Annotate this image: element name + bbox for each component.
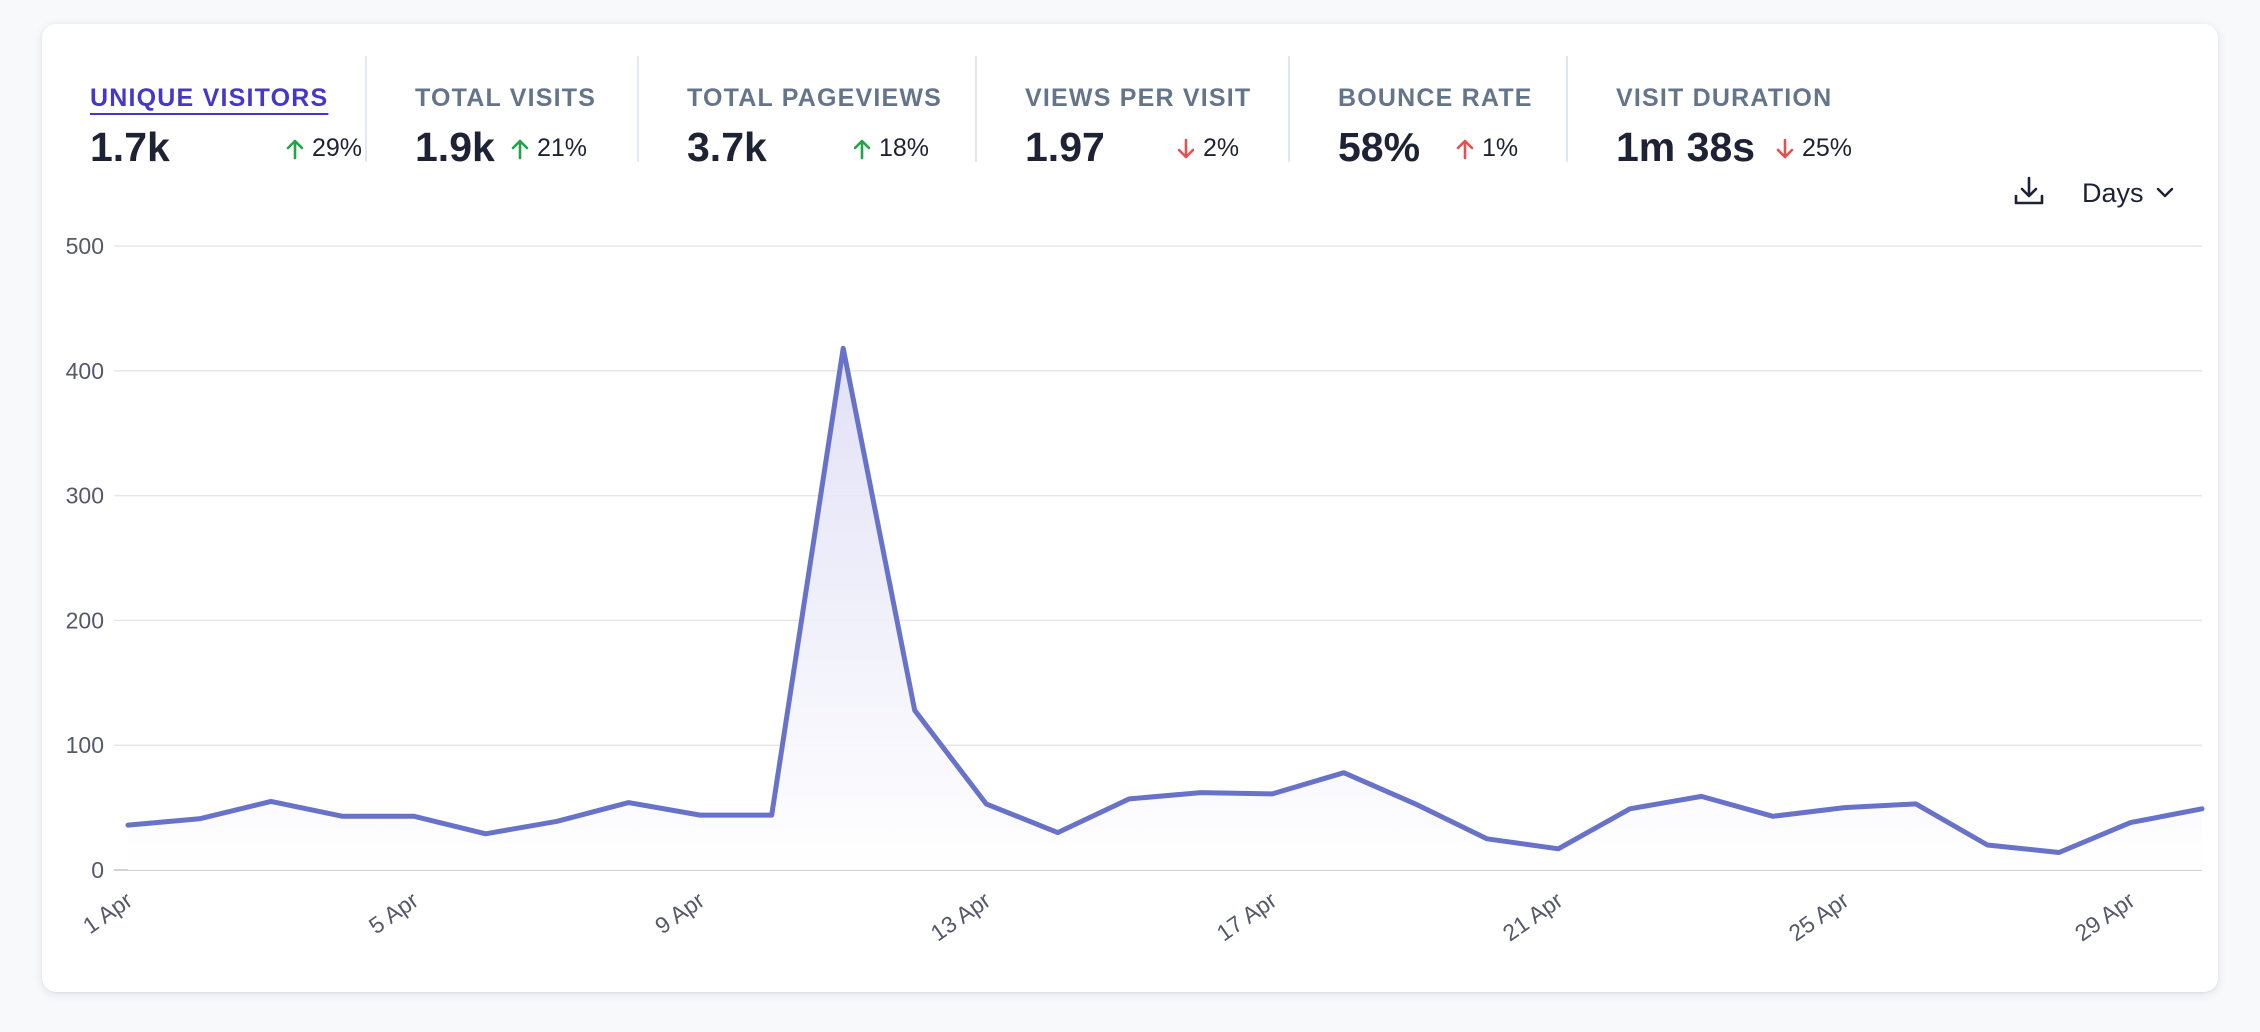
- visitors-chart-card: UNIQUE VISITORS 1.7k 29% TOTAL VISITS 1.…: [42, 24, 2218, 992]
- metric-total-visits[interactable]: TOTAL VISITS 1.9k 21%: [415, 54, 645, 170]
- data-point[interactable]: [1409, 798, 1421, 810]
- metric-label[interactable]: UNIQUE VISITORS: [90, 84, 329, 112]
- series-area: [128, 348, 2202, 870]
- interval-label: Days: [2082, 177, 2144, 208]
- data-point[interactable]: [909, 704, 921, 716]
- metric-total-pageviews[interactable]: TOTAL PAGEVIEWS 3.7k 18%: [687, 54, 947, 170]
- data-point[interactable]: [2124, 817, 2136, 829]
- series-line: [125, 345, 2205, 855]
- y-tick-label: 400: [66, 358, 104, 384]
- metric-divider: [975, 56, 977, 162]
- metric-change-value: 1%: [1482, 134, 1519, 162]
- metric-change: 18%: [853, 134, 929, 163]
- data-point[interactable]: [551, 815, 563, 827]
- y-tick-label: 500: [66, 233, 104, 259]
- data-point[interactable]: [2053, 847, 2065, 859]
- arrow-down-icon: [1776, 138, 1794, 158]
- metric-change-value: 25%: [1802, 134, 1853, 162]
- data-point[interactable]: [1552, 843, 1564, 855]
- x-tick-label: 29 Apr: [2070, 887, 2140, 947]
- grid-lines: [114, 245, 2202, 871]
- metric-value: 3.7k: [687, 124, 767, 170]
- data-point[interactable]: [980, 798, 992, 810]
- data-point[interactable]: [1481, 833, 1493, 845]
- metric-change: 21%: [511, 134, 587, 163]
- x-tick-label: 25 Apr: [1784, 887, 1854, 947]
- data-point[interactable]: [337, 810, 349, 822]
- metric-change-value: 18%: [879, 134, 930, 162]
- metric-label[interactable]: BOUNCE RATE: [1338, 84, 1533, 112]
- metric-divider: [365, 56, 367, 162]
- y-tick-label: 0: [91, 857, 104, 883]
- metric-value: 1.9k: [415, 124, 495, 170]
- arrow-up-icon: [1456, 139, 1474, 159]
- y-tick-label: 100: [66, 732, 104, 758]
- data-point[interactable]: [194, 813, 206, 825]
- metric-value: 1.97: [1025, 124, 1105, 170]
- metric-change-value: 2%: [1203, 134, 1240, 162]
- arrow-up-icon: [286, 139, 304, 159]
- data-point[interactable]: [766, 809, 778, 821]
- metric-change: 1%: [1456, 134, 1518, 163]
- series-points: [122, 342, 2208, 858]
- data-point[interactable]: [1195, 787, 1207, 799]
- data-point[interactable]: [1695, 790, 1707, 802]
- metric-value: 1.7k: [90, 124, 170, 170]
- data-point[interactable]: [1624, 803, 1636, 815]
- arrow-up-icon: [511, 139, 529, 159]
- download-icon[interactable]: [2012, 174, 2046, 208]
- x-tick-label: 1 Apr: [78, 887, 137, 939]
- data-point[interactable]: [1266, 788, 1278, 800]
- metric-views-per-visit[interactable]: VIEWS PER VISIT 1.97 2%: [1025, 54, 1265, 170]
- metric-bounce-rate[interactable]: BOUNCE RATE 58% 1%: [1338, 54, 1538, 170]
- x-axis-ticks: 1 Apr 5 Apr 9 Apr 13 Apr 17 Apr 21 Apr 25 Apr 2…: [78, 887, 2140, 947]
- metric-divider: [1566, 56, 1568, 162]
- metric-change: 29%: [286, 134, 362, 163]
- data-point[interactable]: [1838, 802, 1850, 814]
- data-point[interactable]: [1338, 767, 1350, 779]
- chevron-down-icon: [2156, 187, 2173, 198]
- metric-divider: [637, 56, 639, 162]
- metric-label[interactable]: VISIT DURATION: [1616, 84, 1833, 112]
- data-point[interactable]: [1052, 827, 1064, 839]
- data-point[interactable]: [1123, 793, 1135, 805]
- x-tick-label: 13 Apr: [926, 887, 996, 947]
- metric-value: 1m 38s: [1616, 124, 1756, 170]
- y-axis-ticks: 0 100 200 300 400 500: [66, 233, 104, 883]
- data-point[interactable]: [408, 810, 420, 822]
- line-chart: 0 100 200 300 400 500 1 Apr 5 Apr 9 Apr 13 Apr 17…: [66, 233, 2208, 947]
- data-point[interactable]: [480, 828, 492, 840]
- metric-unique-visitors[interactable]: UNIQUE VISITORS 1.7k 29%: [90, 54, 362, 170]
- x-tick-label: 21 Apr: [1498, 887, 1568, 947]
- data-point[interactable]: [837, 342, 849, 354]
- data-point[interactable]: [122, 819, 134, 831]
- y-tick-label: 200: [66, 607, 104, 633]
- data-point[interactable]: [1981, 839, 1993, 851]
- metric-change-value: 29%: [312, 134, 363, 162]
- data-point[interactable]: [2196, 803, 2208, 815]
- data-point[interactable]: [1910, 798, 1922, 810]
- metric-divider: [1288, 56, 1290, 162]
- data-point[interactable]: [623, 797, 635, 809]
- x-tick-label: 9 Apr: [650, 887, 709, 939]
- metric-label[interactable]: TOTAL PAGEVIEWS: [687, 84, 943, 112]
- metric-change: 25%: [1776, 134, 1852, 163]
- metric-value: 58%: [1338, 124, 1421, 170]
- arrow-down-icon: [1177, 138, 1195, 158]
- metric-change-value: 21%: [537, 134, 588, 162]
- metric-label[interactable]: TOTAL VISITS: [415, 84, 597, 112]
- metric-visit-duration[interactable]: VISIT DURATION 1m 38s 25%: [1616, 54, 1876, 170]
- x-tick-label: 5 Apr: [364, 887, 423, 939]
- data-point[interactable]: [694, 809, 706, 821]
- arrow-up-icon: [853, 139, 871, 159]
- y-tick-label: 300: [66, 483, 104, 509]
- data-point[interactable]: [265, 795, 277, 807]
- interval-select[interactable]: Days: [2082, 176, 2174, 210]
- x-tick-label: 17 Apr: [1212, 887, 1282, 947]
- metric-label[interactable]: VIEWS PER VISIT: [1025, 84, 1252, 112]
- metric-change: 2%: [1177, 134, 1239, 163]
- data-point[interactable]: [1767, 810, 1779, 822]
